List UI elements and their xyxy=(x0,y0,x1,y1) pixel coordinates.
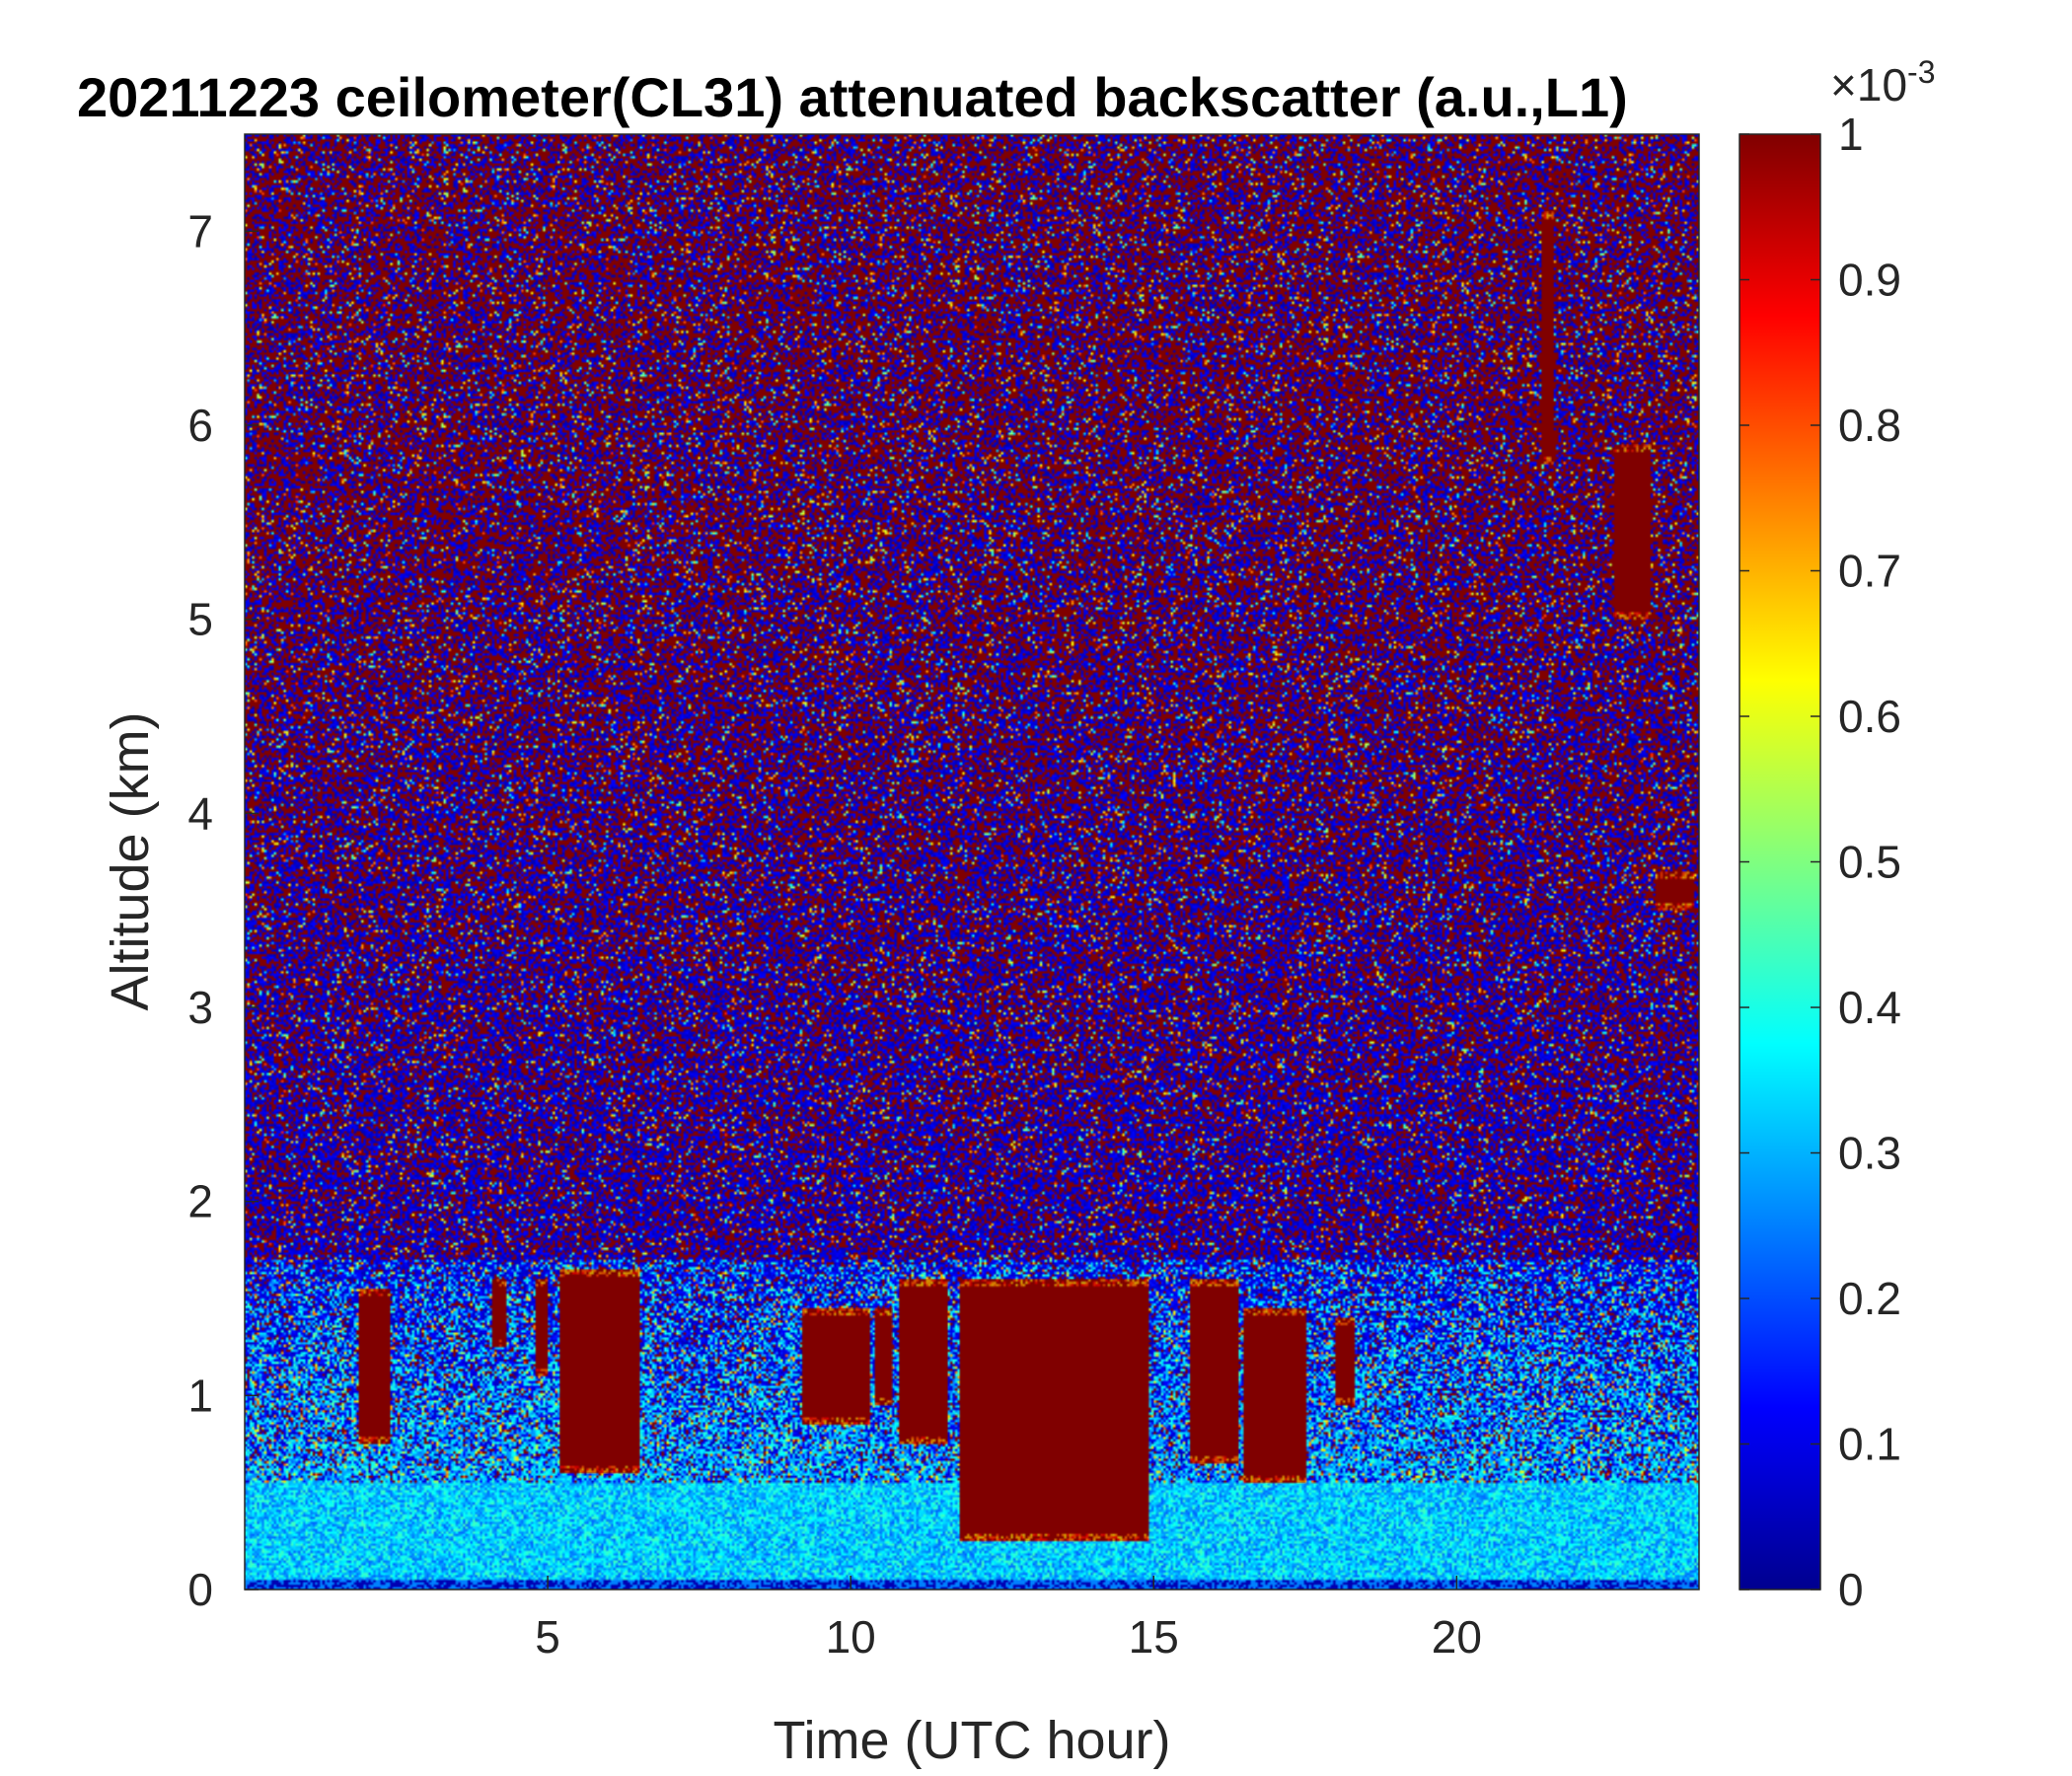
colorbar: 0 0.1 0.2 0.3 0.4 0.5 0.6 0.7 0.8 0.9 1 ×10-3 xyxy=(1739,54,1935,1615)
cloud-layer-13 xyxy=(1657,871,1693,911)
y-tick-label: 1 xyxy=(187,1369,213,1421)
y-tick-label: 4 xyxy=(187,787,213,839)
cloud-layer-12 xyxy=(1614,444,1651,620)
x-tick-label: 15 xyxy=(1129,1611,1179,1663)
cloud-layer-4 xyxy=(802,1307,869,1425)
y-tick-label: 6 xyxy=(187,400,213,451)
cloud-layer-3 xyxy=(559,1269,639,1473)
colorbar-tick-label: 0.8 xyxy=(1838,400,1901,451)
cloud-layer-5 xyxy=(874,1307,894,1406)
colorbar-exponent: ×10-3 xyxy=(1830,54,1935,111)
y-tick-label: 2 xyxy=(187,1176,213,1227)
y-tick-label: 3 xyxy=(187,982,213,1033)
y-tick-label: 0 xyxy=(187,1564,213,1615)
x-tick-label: 20 xyxy=(1432,1611,1482,1663)
colorbar-tick-label: 0.3 xyxy=(1838,1128,1901,1179)
cloud-marks xyxy=(359,211,1693,1541)
colorbar-tick-label: 0.6 xyxy=(1838,691,1901,742)
plot-area xyxy=(245,134,1699,1590)
colorbar-tick-label: 0 xyxy=(1838,1564,1864,1615)
y-axis: 0 1 2 3 4 5 6 7 xyxy=(187,205,259,1615)
cloud-layer-10 xyxy=(1335,1317,1354,1406)
colorbar-ticks: 0 0.1 0.2 0.3 0.4 0.5 0.6 0.7 0.8 0.9 1 xyxy=(1739,109,1901,1615)
x-axis: 5 10 15 20 xyxy=(535,1576,1482,1663)
colorbar-tick-label: 1 xyxy=(1838,109,1864,160)
cloud-layer-0 xyxy=(359,1289,391,1444)
y-tick-label: 5 xyxy=(187,594,213,645)
colorbar-tick-label: 0.9 xyxy=(1838,255,1901,306)
cloud-layer-1 xyxy=(492,1279,506,1348)
cloud-layer-7 xyxy=(959,1279,1148,1541)
colorbar-tick-label: 0.5 xyxy=(1838,837,1901,888)
x-axis-label: Time (UTC hour) xyxy=(773,1711,1170,1770)
chart-title: 20211223 ceilometer(CL31) attenuated bac… xyxy=(77,66,1628,128)
cloud-layer-9 xyxy=(1244,1307,1305,1483)
x-tick-label: 10 xyxy=(826,1611,876,1663)
cloud-layer-6 xyxy=(899,1279,948,1444)
colorbar-tick-label: 0.2 xyxy=(1838,1273,1901,1324)
backscatter-heatmap xyxy=(245,134,1699,1590)
y-axis-label: Altitude (km) xyxy=(101,711,160,1010)
plot-frame xyxy=(244,133,1700,1591)
cloud-layer-11 xyxy=(1541,211,1554,465)
colorbar-tick-label: 0.1 xyxy=(1838,1419,1901,1470)
colorbar-tick-label: 0.7 xyxy=(1838,546,1901,597)
colorbar-tick-label: 0.4 xyxy=(1838,982,1901,1033)
y-tick-label: 7 xyxy=(187,205,213,257)
cloud-layer-2 xyxy=(535,1279,549,1376)
x-tick-label: 5 xyxy=(535,1611,560,1663)
colorbar-gradient xyxy=(1739,133,1821,1591)
cloud-layer-8 xyxy=(1190,1279,1239,1464)
